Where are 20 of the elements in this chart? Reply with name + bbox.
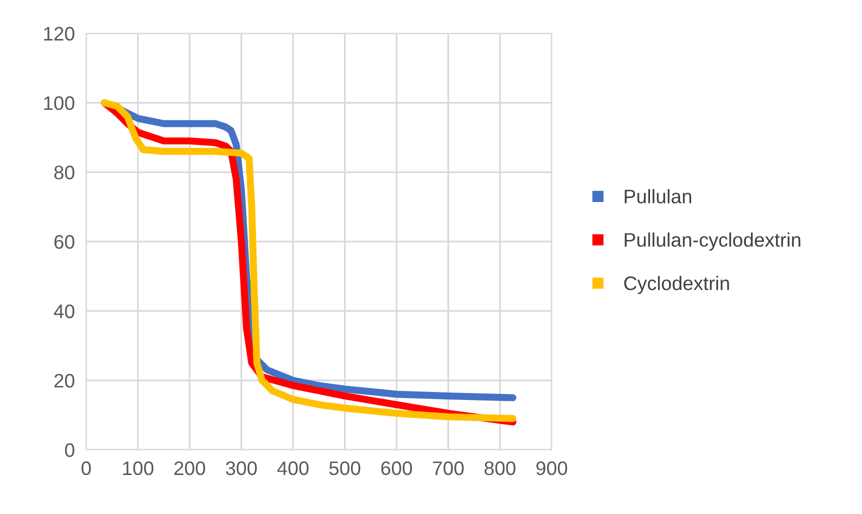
x-tick-label: 0 <box>82 461 91 476</box>
y-tick-label: 80 <box>54 166 74 180</box>
x-tick-label: 500 <box>329 461 360 476</box>
x-tick-label: 300 <box>226 461 257 476</box>
y-tick-label: 120 <box>44 26 74 41</box>
y-tick-label: 60 <box>54 235 74 249</box>
x-tick-label: 400 <box>277 461 309 476</box>
x-tick-label: 700 <box>433 461 464 476</box>
legend-label: Pullulan <box>624 189 692 204</box>
x-tick-label: 900 <box>536 461 568 476</box>
x-tick-label: 600 <box>381 461 412 476</box>
y-tick-label: 100 <box>44 96 74 110</box>
y-tick-label: 40 <box>54 304 74 318</box>
x-tick-label: 800 <box>484 461 516 476</box>
y-tick-label: 20 <box>54 374 74 388</box>
legend-label: Cyclodextrin <box>624 276 729 294</box>
legend-label: Pullulan-cyclodextrin <box>624 232 800 251</box>
x-tick-label: 100 <box>123 461 154 476</box>
y-tick-label: 0 <box>65 443 74 457</box>
x-tick-label: 200 <box>174 461 206 476</box>
